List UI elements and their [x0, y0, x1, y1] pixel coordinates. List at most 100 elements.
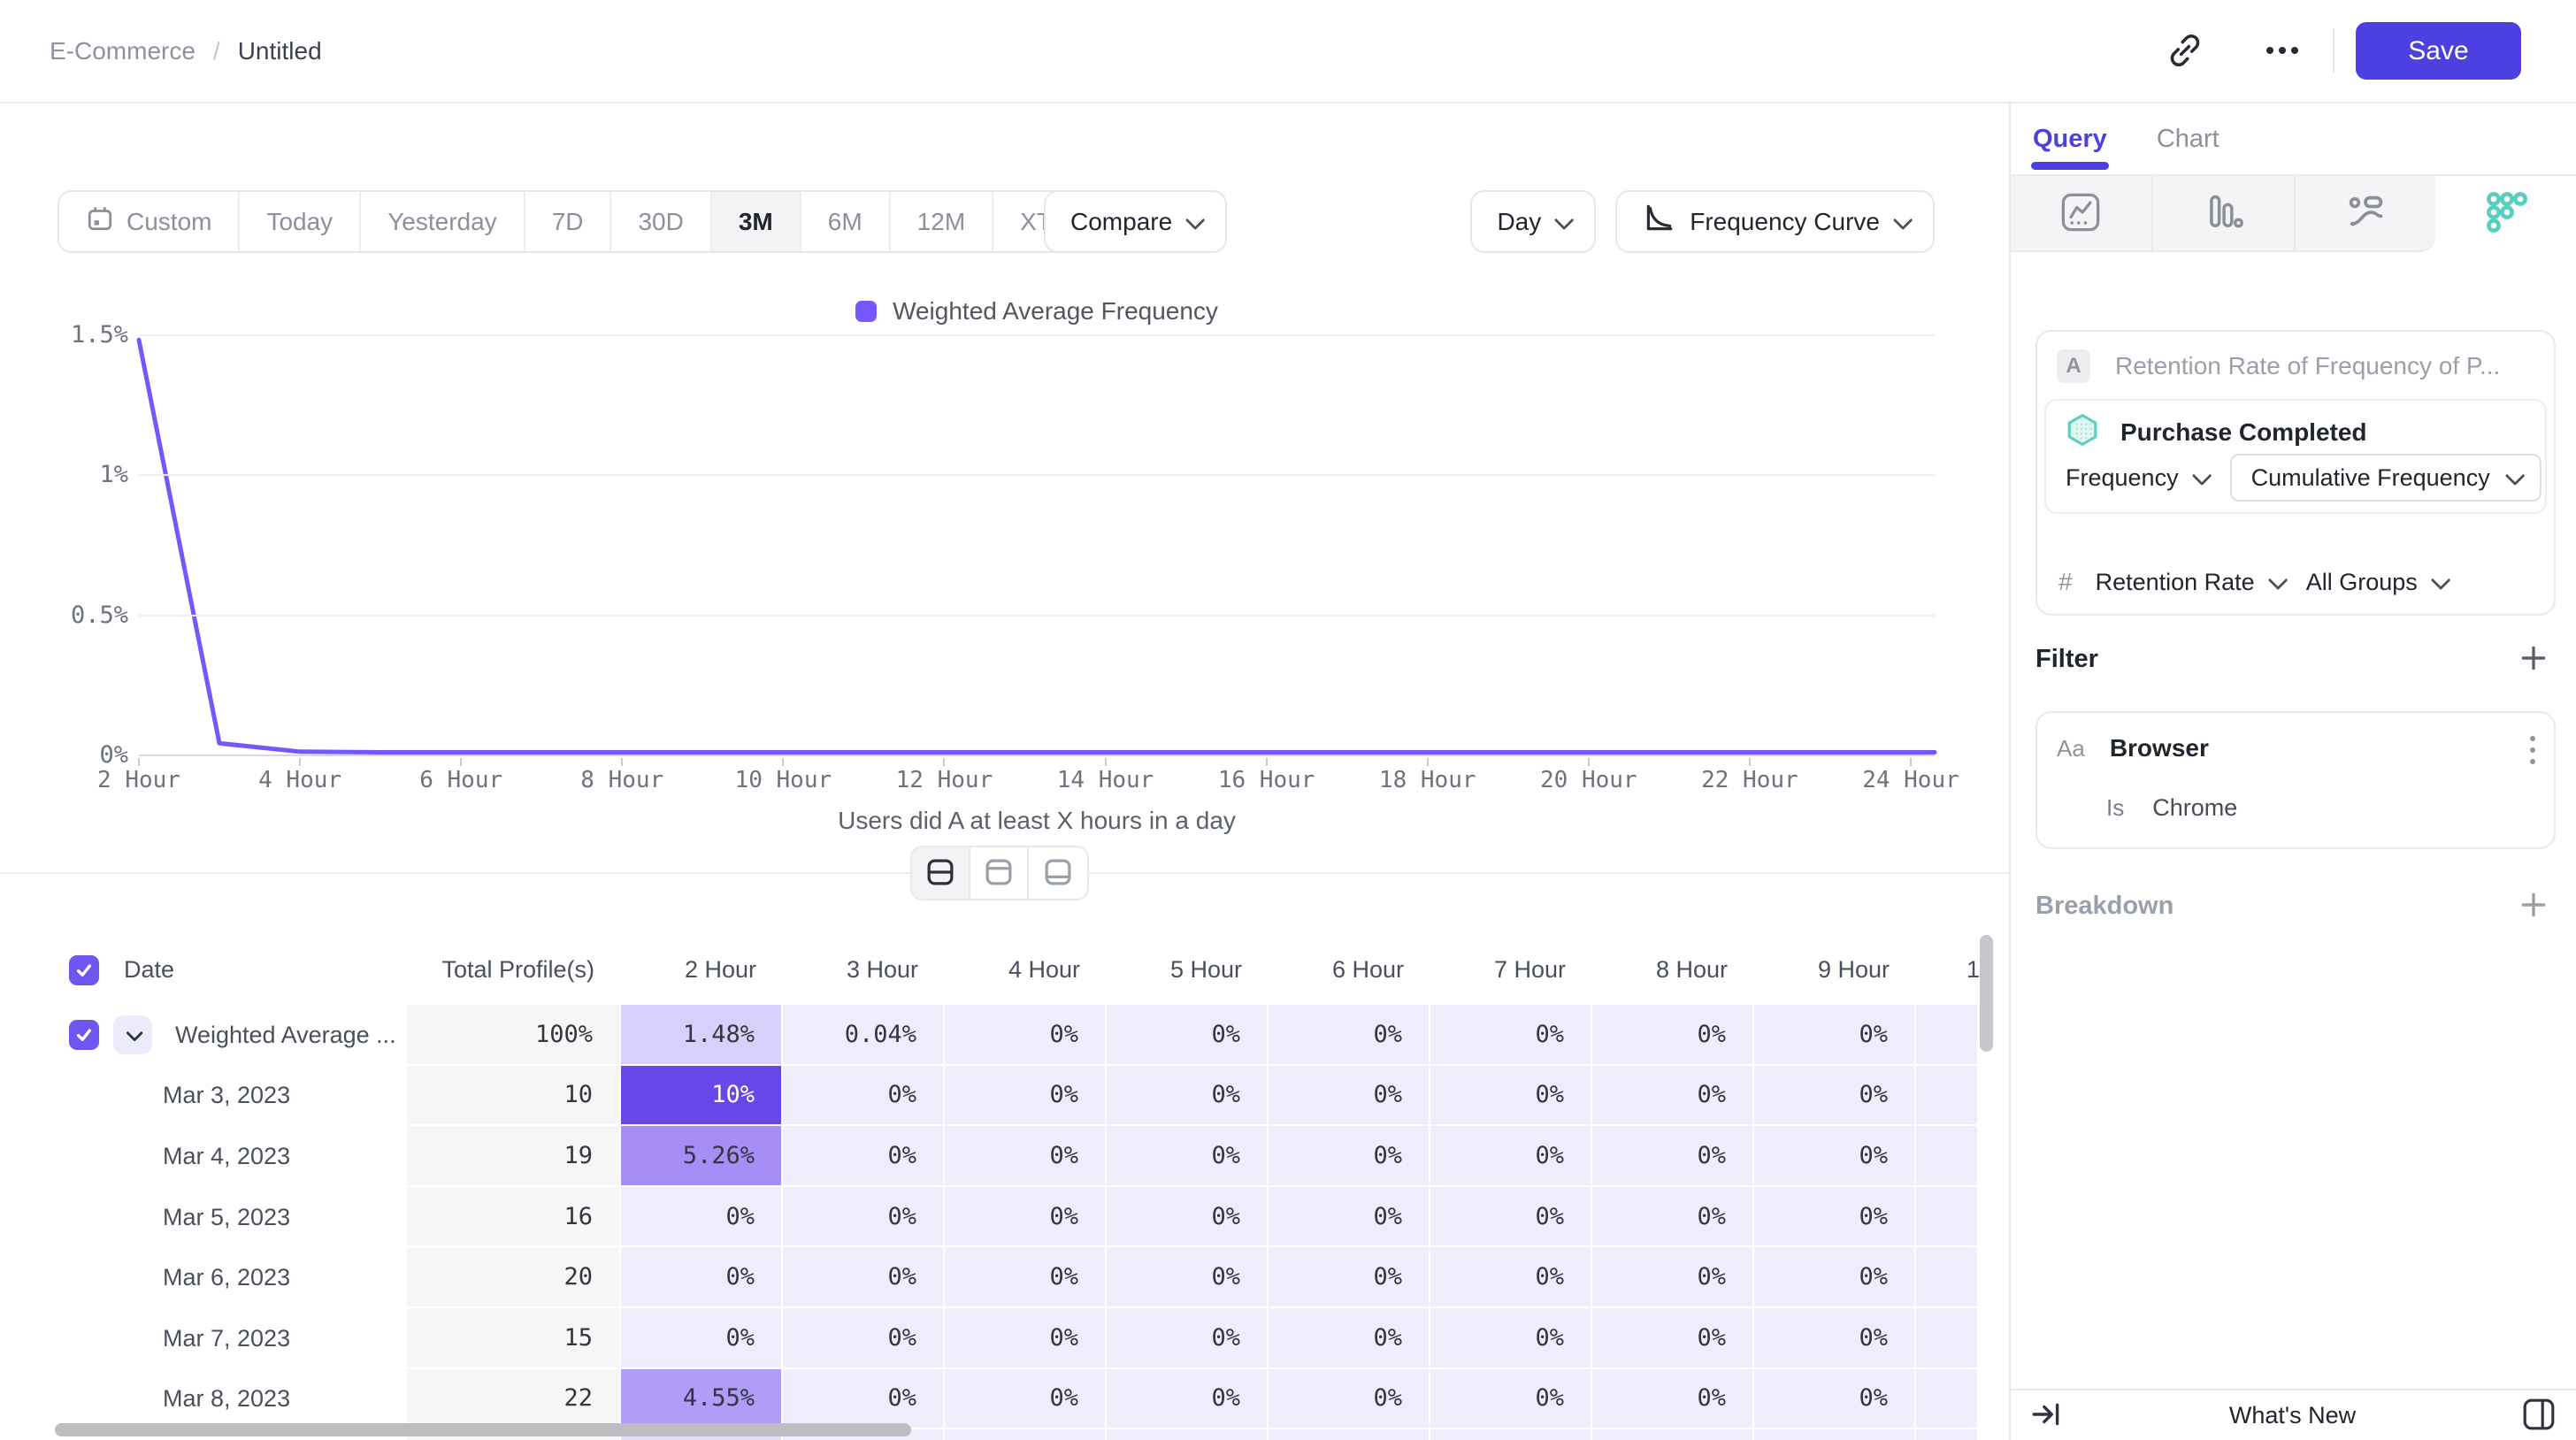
vertical-ellipsis-icon — [2528, 733, 2537, 771]
chart-style-dropdown[interactable]: Frequency Curve — [1615, 190, 1935, 253]
filter-menu-button[interactable] — [2515, 732, 2550, 771]
table-view-icon — [1045, 859, 1071, 888]
table-cell: 0% — [1107, 1368, 1269, 1430]
plus-icon — [2518, 642, 2549, 677]
granularity-dropdown[interactable]: Day — [1470, 190, 1597, 253]
aggregation-label: Retention Rate — [2095, 568, 2255, 595]
table-row-date: Mar 8, 2023 — [53, 1368, 407, 1430]
query-step-title[interactable]: Retention Rate of Frequency of P... — [2115, 352, 2501, 379]
table-cell: 0% — [783, 1247, 945, 1308]
bar-chart-icon — [2202, 191, 2244, 236]
aggregation-dropdown[interactable]: Retention Rate — [2095, 568, 2288, 596]
step-letter-badge: A — [2057, 349, 2090, 383]
expand-chevron-button[interactable] — [113, 1015, 152, 1055]
range-label: Yesterday — [387, 207, 497, 235]
header-checkbox[interactable] — [69, 954, 99, 985]
range-30d[interactable]: 30D — [611, 192, 712, 251]
add-breakdown-button[interactable] — [2514, 886, 2553, 925]
table-cell-clipped — [1916, 1005, 1979, 1066]
table-cell: 0% — [1754, 1186, 1916, 1248]
layout-toggle-button[interactable] — [2521, 1397, 2557, 1435]
table-cell: 0% — [621, 1186, 783, 1248]
x-tick — [460, 758, 463, 766]
total-cell: 100% — [407, 1005, 621, 1066]
table-cell: 0% — [1592, 1307, 1754, 1369]
filter-property-row[interactable]: Aa Browser — [2057, 734, 2209, 762]
column-header-clipped: 10 Hour — [1916, 935, 1979, 1005]
number-icon: # — [2058, 568, 2073, 595]
chart-view-button[interactable] — [970, 847, 1029, 899]
column-header: 2 Hour — [621, 935, 783, 1005]
range-6m[interactable]: 6M — [801, 192, 891, 251]
range-7d[interactable]: 7D — [525, 192, 612, 251]
table-cell: 0% — [945, 1065, 1107, 1127]
table-cell: 0% — [1592, 1065, 1754, 1127]
breakdown-section-header: Breakdown — [2036, 886, 2553, 925]
copy-link-button[interactable] — [2158, 25, 2212, 78]
table-cell: 0% — [783, 1307, 945, 1369]
groups-dropdown[interactable]: All Groups — [2306, 569, 2451, 596]
gridline — [139, 474, 1935, 477]
breadcrumb-project[interactable]: E-Commerce — [50, 36, 196, 65]
event-name[interactable]: Purchase Completed — [2120, 417, 2367, 446]
insights-tab[interactable] — [2011, 176, 2153, 252]
range-yesterday[interactable]: Yesterday — [361, 192, 525, 251]
filter-condition-row[interactable]: Is Chrome — [2106, 794, 2237, 822]
table-cell: 0% — [1269, 1065, 1430, 1127]
x-tick-label: 18 Hour — [1378, 767, 1476, 793]
table-horizontal-scrollbar[interactable] — [55, 1423, 911, 1436]
table-cell-clipped — [1916, 1126, 1979, 1187]
more-menu-button[interactable] — [2251, 25, 2313, 78]
collapse-panel-button[interactable] — [2030, 1398, 2064, 1434]
query-step-card: A Retention Rate of Frequency of P... — [2036, 330, 2556, 616]
gridline — [139, 614, 1935, 617]
x-tick — [1426, 758, 1429, 766]
analysis-type-tabs — [2011, 174, 2576, 252]
table-cell: 0% — [1754, 1247, 1916, 1308]
table-cell: 0% — [1592, 1247, 1754, 1308]
range-12m[interactable]: 12M — [890, 192, 994, 251]
whats-new-button[interactable]: What's New — [2228, 1401, 2357, 1429]
range-3m[interactable]: 3M — [711, 192, 801, 251]
table-cell: 0% — [1269, 1005, 1430, 1066]
save-button[interactable]: Save — [2356, 22, 2521, 80]
breadcrumb-separator: / — [212, 36, 220, 65]
sidebar-right-icon — [2521, 1397, 2557, 1435]
range-today[interactable]: Today — [240, 192, 362, 251]
row-checkbox[interactable] — [69, 1020, 99, 1051]
tab-query[interactable]: Query — [2031, 124, 2109, 170]
x-tick — [1909, 758, 1912, 766]
chart-legend[interactable]: Weighted Average Frequency — [139, 297, 1935, 326]
chevron-down-icon — [2430, 570, 2451, 591]
flow-icon — [2344, 191, 2387, 236]
report-title[interactable]: Untitled — [237, 36, 322, 65]
table-row-date: Weighted Average ... — [53, 1005, 407, 1066]
compare-button[interactable]: Compare — [1044, 190, 1228, 253]
frequency-tab[interactable] — [2435, 176, 2576, 252]
tab-chart[interactable]: Chart — [2156, 124, 2220, 153]
aggregation-row: # Retention Rate All Groups — [2058, 568, 2451, 596]
split-view-button[interactable] — [912, 847, 970, 899]
bar-chart-tab[interactable] — [2152, 176, 2296, 252]
query-step-header: A Retention Rate of Frequency of P... — [2057, 349, 2500, 383]
event-row[interactable]: Purchase Completed — [2066, 413, 2367, 451]
cumulative-frequency-dropdown[interactable]: Cumulative Frequency — [2229, 454, 2542, 502]
filter-card: Aa Browser Is Chrome — [2036, 711, 2556, 849]
event-hexagon-icon — [2066, 413, 2099, 451]
column-header: 7 Hour — [1430, 935, 1592, 1005]
add-filter-button[interactable] — [2514, 640, 2553, 678]
chevron-down-icon — [126, 1024, 144, 1043]
range-custom[interactable]: Custom — [59, 192, 241, 251]
table-cell: 0% — [1107, 1126, 1269, 1187]
chart-view-icon — [985, 859, 1012, 888]
x-tick-label: 10 Hour — [734, 767, 832, 793]
frequency-dropdown[interactable]: Frequency — [2066, 464, 2212, 492]
x-tick-label: 16 Hour — [1217, 767, 1315, 793]
flows-tab[interactable] — [2295, 176, 2436, 252]
table-view-button[interactable] — [1029, 847, 1087, 899]
table-cell: 0% — [1430, 1065, 1592, 1127]
table-vertical-scrollbar[interactable] — [1980, 935, 1993, 1052]
table-cell: 0% — [1430, 1005, 1592, 1066]
table-cell-clipped — [1916, 1186, 1979, 1248]
